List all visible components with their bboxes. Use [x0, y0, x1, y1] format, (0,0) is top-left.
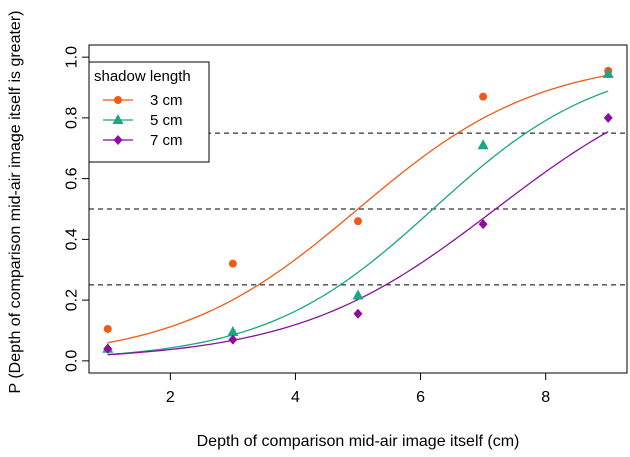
y-tick-label-3: 0.6 — [64, 167, 81, 189]
legend-marker-1 — [114, 96, 122, 104]
data-point-s1-1 — [103, 324, 112, 333]
fit-curves — [107, 74, 609, 356]
data-point-s2-2 — [227, 326, 239, 336]
data-point-s3-5 — [603, 112, 613, 123]
x-tick-label-0: 2 — [166, 389, 175, 406]
y-tick-label-2: 0.4 — [64, 228, 81, 250]
y-tick-label-1: 0.2 — [64, 289, 81, 311]
y-tick-label-4: 0.8 — [64, 107, 81, 129]
legend: shadow length 3 cm 5 cm 7 cm — [88, 61, 210, 163]
y-tick-label-0: 0.0 — [64, 350, 81, 372]
y-tick-label-5: 1.0 — [64, 46, 81, 68]
legend-label-3: 7 cm — [150, 132, 183, 149]
data-point-s2-5 — [602, 67, 614, 78]
data-point-s3-2 — [228, 334, 238, 345]
fit-curve-2 — [107, 90, 609, 356]
data-point-s1-2 — [228, 259, 237, 268]
legend-marker-2 — [112, 114, 124, 124]
data-point-s2-4 — [477, 139, 489, 150]
data-point-s1-4 — [479, 92, 488, 101]
axes: 2 4 6 8 0.0 0.2 0.4 0.6 0.8 1.0 — [64, 46, 551, 406]
legend-title: shadow length — [94, 68, 191, 85]
x-axis-label: Depth of comparison mid-air image itself… — [197, 433, 520, 450]
data-points — [102, 66, 614, 354]
x-tick-label-3: 8 — [541, 389, 550, 406]
data-point-s3-3 — [353, 308, 363, 319]
x-tick-label-2: 6 — [416, 389, 425, 406]
data-point-s1-3 — [354, 217, 362, 226]
y-axis-label: P (Depth of comparison mid-air image its… — [7, 11, 24, 394]
data-point-s3-4 — [478, 219, 488, 230]
data-point-s3-1 — [103, 343, 113, 354]
legend-marker-3 — [113, 135, 123, 145]
legend-label-1: 3 cm — [150, 92, 183, 109]
data-point-s2-3 — [352, 289, 364, 300]
fit-curve-1 — [107, 74, 609, 344]
legend-label-2: 5 cm — [150, 112, 183, 129]
fit-curve-3 — [107, 131, 609, 356]
x-tick-label-1: 4 — [291, 389, 300, 406]
legend-box — [88, 61, 210, 163]
